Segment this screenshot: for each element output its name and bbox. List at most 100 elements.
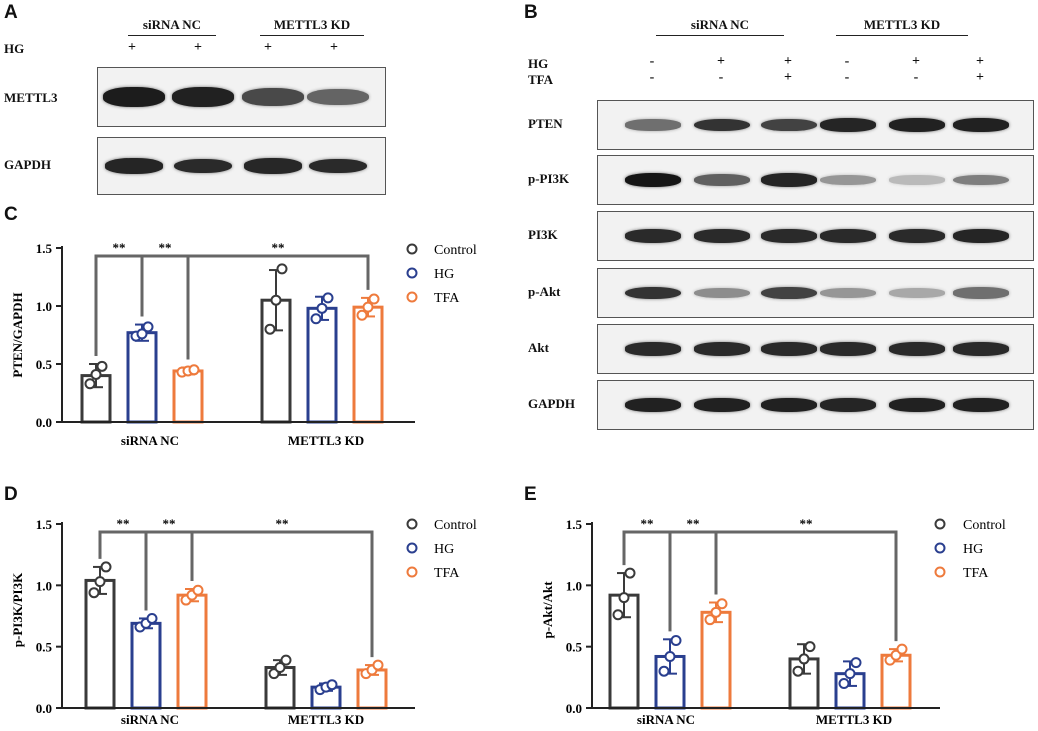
chart-c-bar (126, 331, 158, 424)
western-band (761, 229, 817, 243)
western-band (953, 174, 1009, 186)
chart-d-bar (176, 593, 208, 710)
western-band (953, 118, 1009, 132)
chart-e-legend-marker (934, 518, 946, 530)
chart-d-y-tick-label: 0.5 (36, 640, 53, 655)
chart-d-significance-bracket (190, 530, 374, 658)
chart-e-ylabel: p-Akt/Akt (540, 581, 555, 639)
chart-c-data-point (96, 360, 108, 372)
blot-b-sign: + (717, 54, 725, 69)
chart-d-data-point (274, 662, 286, 674)
blot-b-sign: - (718, 70, 724, 85)
chart-e-data-point (618, 592, 630, 604)
panel-letter-b: B (524, 2, 538, 23)
western-band (953, 398, 1009, 412)
chart-d-data-point (192, 584, 204, 596)
chart-e-data-point (710, 606, 722, 618)
blot-b-protein-label: GAPDH (528, 396, 575, 411)
chart-e-significance-label: ** (641, 516, 654, 531)
western-band (889, 118, 945, 132)
chart-c-data-point (264, 323, 276, 335)
blot-b-protein-label: PTEN (528, 116, 563, 131)
western-band (889, 288, 945, 298)
chart-d-legend-label: HG (434, 542, 454, 557)
chart-d-data-point (280, 654, 292, 666)
chart-c-legend-marker (406, 243, 418, 255)
chart-e-bar (700, 610, 732, 710)
chart-c-data-point (322, 292, 334, 304)
western-band (625, 286, 681, 300)
chart-c: 0.0 0.5 1.0 1.5 ** ** ** PTEN/GAPDH siRNA NC M… (10, 240, 477, 448)
chart-d-data-point (146, 612, 158, 624)
chart-e-y-tick-label: 0.5 (566, 640, 583, 655)
chart-c-y-tick-label: 0.0 (36, 415, 52, 430)
panel-letter-c: C (4, 204, 18, 225)
western-band (820, 342, 876, 356)
western-band (103, 87, 165, 107)
western-band (307, 88, 369, 106)
chart-c-significance-label: ** (272, 240, 285, 255)
chart-c-data-point (188, 364, 200, 376)
chart-d-significance-label: ** (276, 516, 289, 531)
blot-b-tfa-label: TFA (528, 72, 554, 87)
chart-d-data-point (94, 576, 106, 588)
blot-a-strip-gapdh (97, 137, 386, 195)
chart-e: 0.0 0.5 1.0 1.5 ** ** ** p-Akt/Akt siRNA NC ME… (540, 516, 1006, 727)
chart-c-legend-marker (406, 291, 418, 303)
western-band (761, 342, 817, 356)
chart-d-data-point (100, 561, 112, 573)
western-band (625, 342, 681, 356)
western-band (761, 286, 817, 300)
blot-a-strip-mettl3 (97, 67, 386, 127)
chart-e-data-point (792, 665, 804, 677)
western-band (889, 175, 945, 185)
chart-e-significance-label: ** (687, 516, 700, 531)
western-band (625, 173, 681, 187)
chart-e-data-point (670, 635, 682, 647)
blot-b-hg-label: HG (528, 56, 549, 71)
chart-c-data-point (310, 313, 322, 325)
blot-b-sign: + (784, 70, 792, 85)
chart-c-data-point (316, 302, 328, 314)
blot-b-sign: + (912, 54, 920, 69)
chart-c-data-point (362, 301, 374, 313)
chart-c-bar (306, 306, 338, 424)
western-band (625, 229, 681, 243)
chart-c-bar (172, 369, 204, 424)
western-band (105, 158, 163, 174)
western-band (761, 398, 817, 412)
western-band (953, 229, 1009, 243)
chart-d-bar (84, 578, 116, 710)
western-band (953, 287, 1009, 299)
western-band (761, 118, 817, 132)
western-band (174, 158, 232, 174)
chart-e-legend-label: TFA (963, 566, 989, 581)
blot-a-sign: + (194, 40, 202, 55)
western-band (820, 174, 876, 186)
chart-e-data-point (664, 650, 676, 662)
chart-d-legend-marker (406, 518, 418, 530)
chart-c-significance-label: ** (113, 240, 126, 255)
western-band (694, 174, 750, 186)
chart-e-legend-label: HG (963, 542, 983, 557)
blot-b-sign: + (976, 54, 984, 69)
western-band (889, 398, 945, 412)
blot-a-protein-label: GAPDH (4, 157, 51, 172)
chart-d-data-point (326, 679, 338, 691)
chart-d-legend-label: Control (434, 518, 477, 533)
blot-b-sign: - (844, 54, 850, 69)
chart-d-y-tick-label: 1.0 (36, 578, 52, 593)
chart-c-category-label: METTL3 KD (288, 433, 364, 448)
chart-d-ylabel: p-PI3K/PI3K (10, 572, 25, 647)
western-band (172, 87, 234, 107)
blot-b-strip (597, 155, 1034, 205)
chart-e-legend-marker (934, 566, 946, 578)
chart-c-significance-bracket (186, 254, 370, 360)
chart-d-category-label: siRNA NC (121, 712, 179, 727)
blot-a-protein-label: METTL3 (4, 90, 58, 105)
blot-a-group-mettl3-kd: METTL3 KD (273, 17, 351, 32)
western-band (694, 287, 750, 299)
chart-e-data-point (716, 598, 728, 610)
panel-letter-d: D (4, 484, 18, 505)
blot-b-protein-label: p-PI3K (528, 171, 570, 186)
